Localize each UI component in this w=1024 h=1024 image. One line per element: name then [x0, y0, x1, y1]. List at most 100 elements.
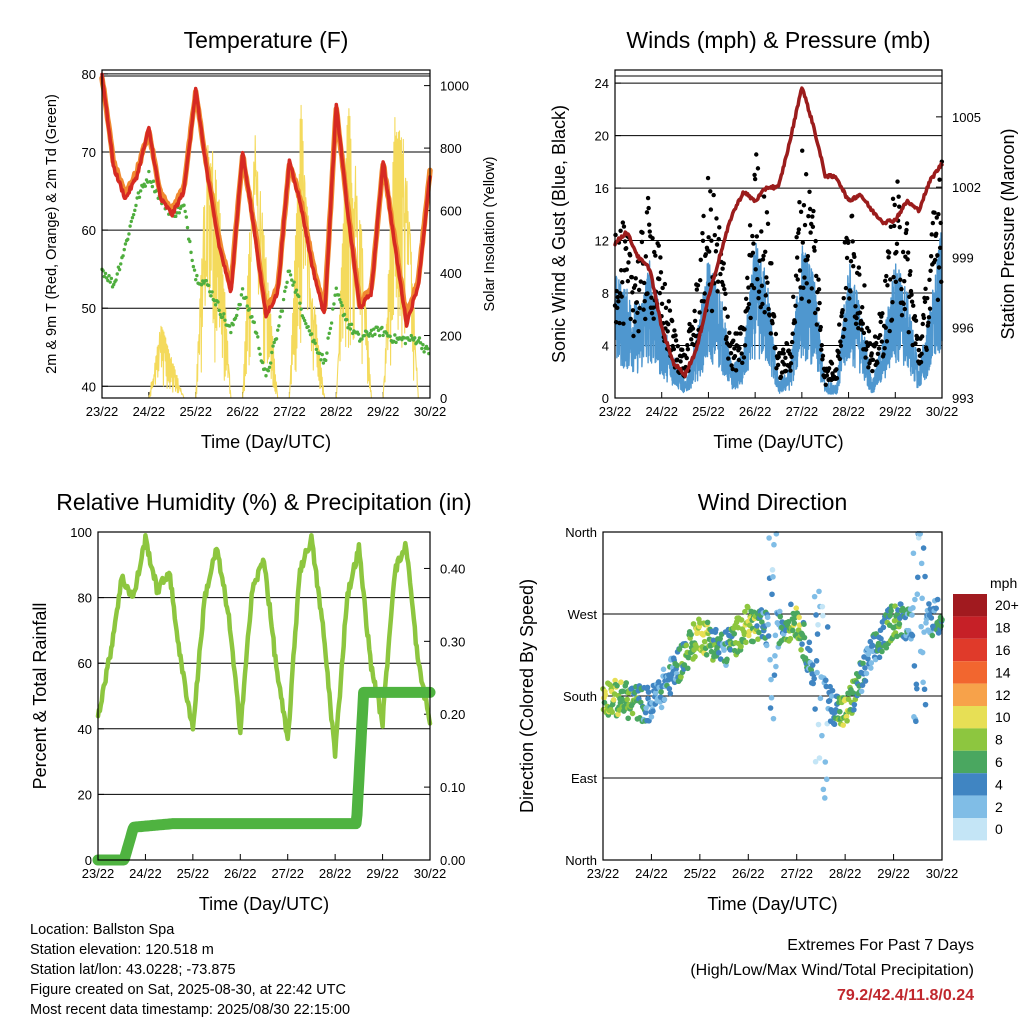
- gust-point: [859, 327, 864, 332]
- gust-point: [757, 258, 762, 263]
- direction-point: [863, 670, 870, 677]
- dewpoint-point: [267, 365, 272, 369]
- dewpoint-point: [377, 333, 382, 338]
- x-tick-label: 28/22: [829, 866, 862, 881]
- dewpoint-point: [327, 331, 331, 336]
- gust-point: [658, 255, 663, 260]
- gust-point: [886, 250, 892, 255]
- gust-point: [812, 248, 817, 253]
- x-tick-label: 30/22: [926, 866, 959, 881]
- gust-point: [678, 359, 683, 364]
- panel-title: Temperature (F): [184, 27, 349, 53]
- dewpoint-point: [192, 268, 197, 272]
- gust-point: [811, 208, 816, 214]
- dewpoint-point: [190, 258, 194, 263]
- direction-point: [648, 714, 655, 720]
- colorbar-label: 8: [995, 732, 1003, 748]
- gust-point: [666, 322, 671, 327]
- direction-point: [609, 709, 616, 715]
- gust-point: [680, 347, 685, 353]
- gust-point: [739, 351, 744, 356]
- dewpoint-point: [174, 214, 178, 219]
- gust-point: [630, 308, 636, 313]
- gust-point: [925, 295, 930, 301]
- gust-point: [745, 275, 750, 281]
- dewpoint-point: [326, 336, 330, 340]
- gust-point: [643, 254, 649, 259]
- gust-point: [767, 313, 772, 318]
- gust-point: [632, 319, 637, 324]
- direction-point: [851, 706, 857, 713]
- direction-point: [822, 795, 828, 801]
- direction-point: [843, 713, 850, 720]
- x-tick-label: 26/22: [226, 404, 259, 419]
- dewpoint-point: [109, 276, 114, 281]
- gust-point: [798, 209, 804, 214]
- dewpoint-point: [365, 330, 369, 334]
- gust-point: [872, 334, 878, 339]
- gust-point: [800, 148, 805, 153]
- x-tick-label: 29/22: [366, 866, 399, 881]
- gust-point: [816, 287, 822, 292]
- gust-point: [801, 203, 807, 208]
- y-tick-label: 200: [440, 329, 462, 344]
- gust-point: [864, 340, 869, 345]
- gust-point: [773, 345, 778, 351]
- gust-point: [783, 355, 788, 361]
- y-tick-label: North: [565, 525, 597, 540]
- gust-point: [867, 341, 873, 346]
- gust-point: [619, 294, 624, 299]
- direction-point: [829, 687, 836, 694]
- y-tick-label: 0.10: [440, 780, 465, 795]
- gust-point: [780, 347, 786, 352]
- direction-point: [894, 633, 900, 640]
- dewpoint-point: [127, 232, 131, 236]
- gust-point: [760, 301, 765, 307]
- y-tick-label: 4: [602, 339, 609, 354]
- x-tick-label: 27/22: [786, 404, 819, 419]
- direction-point: [926, 601, 932, 607]
- gust-point: [899, 313, 905, 318]
- direction-point: [922, 573, 928, 580]
- dewpoint-point: [235, 313, 239, 318]
- direction-point: [822, 759, 829, 765]
- gust-point: [937, 177, 942, 182]
- dewpoint-point: [258, 352, 262, 356]
- direction-point: [801, 621, 807, 628]
- dewpoint-point: [292, 280, 296, 284]
- gust-point: [904, 221, 910, 226]
- dewpoint-point: [206, 283, 211, 288]
- x-axis-label: Time (Day/UTC): [707, 894, 837, 914]
- direction-point: [796, 614, 802, 621]
- gust-point: [698, 278, 703, 283]
- direction-point: [754, 623, 760, 629]
- gust-point: [818, 324, 823, 330]
- gust-point: [695, 283, 701, 288]
- x-tick-label: 29/22: [367, 404, 400, 419]
- gust-point: [708, 207, 714, 212]
- direction-point: [764, 614, 771, 621]
- x-tick-label: 26/22: [732, 866, 765, 881]
- dewpoint-point: [191, 264, 196, 269]
- gust-point: [802, 275, 807, 280]
- y-tick-label: 80: [82, 67, 96, 82]
- humidity-line: [95, 533, 433, 759]
- dewpoint-point: [238, 302, 242, 307]
- dewpoint-point: [320, 352, 324, 357]
- direction-point: [929, 632, 936, 639]
- dewpoint-point: [136, 191, 141, 195]
- plot-frame: [614, 69, 943, 399]
- direction-point: [624, 696, 631, 703]
- dewpoint-point: [119, 262, 123, 266]
- dewpoint-point: [209, 294, 213, 298]
- gust-point: [820, 353, 826, 359]
- gust-point: [848, 258, 854, 264]
- direction-point: [667, 690, 674, 697]
- gust-point: [685, 347, 691, 352]
- dewpoint-point: [268, 361, 273, 365]
- colorbar-swatch: [953, 728, 987, 751]
- gust-point: [733, 368, 739, 373]
- dewpoint-point: [150, 184, 155, 189]
- dewpoint-point: [413, 336, 417, 340]
- dewpoint-point: [384, 331, 389, 335]
